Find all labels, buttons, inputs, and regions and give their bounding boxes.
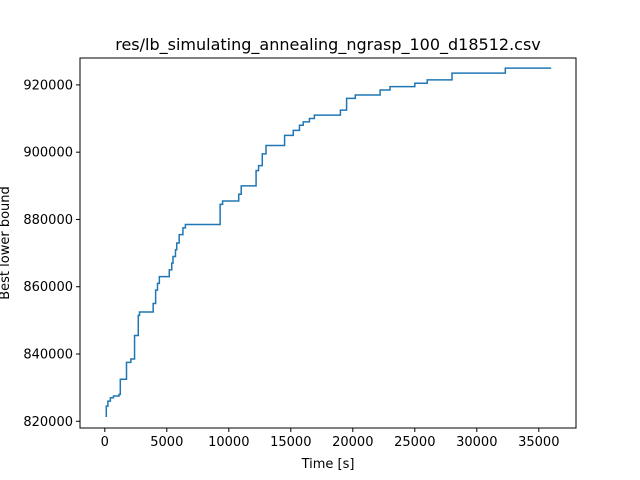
x-tick-label: 30000 [456,435,497,450]
y-tick-label: 860000 [23,280,73,295]
x-tick-label: 15000 [270,435,311,450]
plot-layer [105,67,552,417]
y-tick-label: 840000 [23,348,73,363]
x-tick-label: 20000 [332,435,373,450]
x-tick-label: 25000 [394,435,435,450]
x-axis-label: Time [s] [301,457,355,472]
y-tick-label: 820000 [23,415,73,430]
y-tick-label: 900000 [23,146,73,161]
chart-title: res/lb_simulating_annealing_ngrasp_100_d… [115,35,541,55]
x-tick-label: 10000 [208,435,249,450]
y-tick-label: 880000 [23,213,73,228]
series-line [105,67,552,417]
x-axis: 0 5000 10000 15000 20000 25000 30000 35000 [101,428,559,450]
x-tick-label: 35000 [518,435,559,450]
y-tick-label: 920000 [23,78,73,93]
x-tick-label: 0 [101,435,109,450]
y-axis-label: Best lower bound [0,186,13,300]
axes-frame [79,57,577,429]
y-axis: 820000 840000 860000 880000 900000 920000 [23,78,80,430]
x-tick-label: 5000 [150,435,183,450]
